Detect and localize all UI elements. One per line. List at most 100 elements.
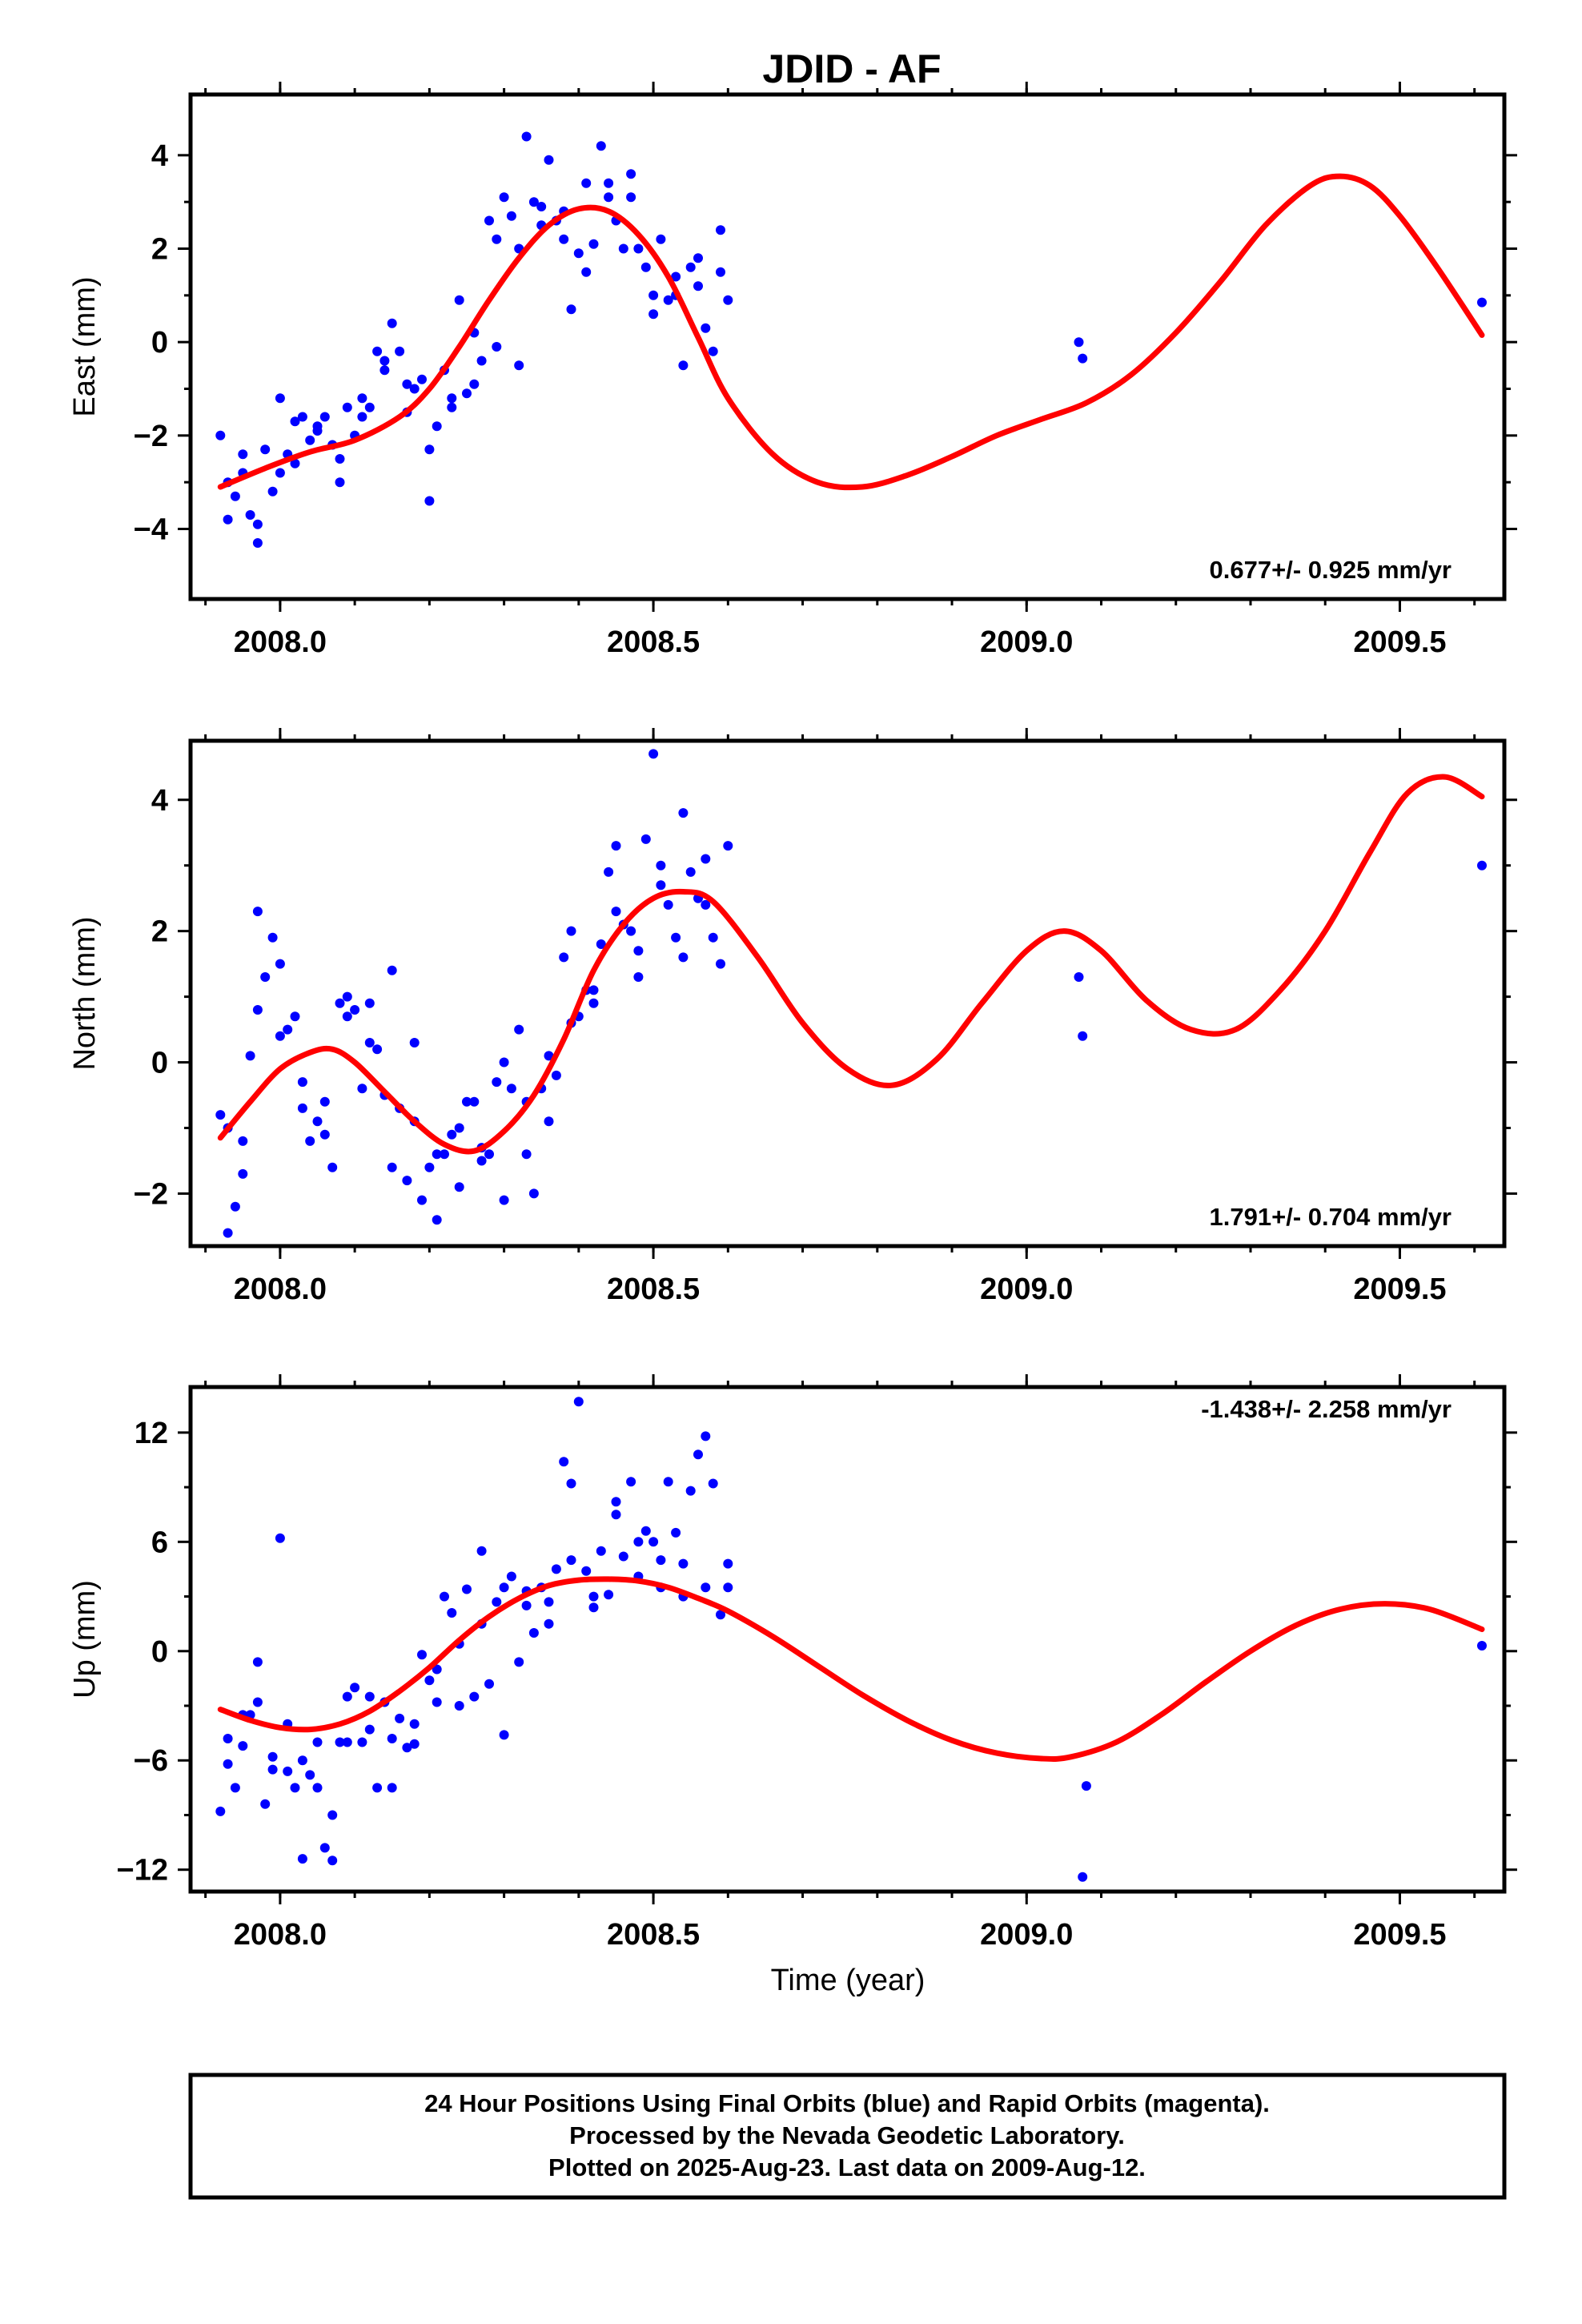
up-data-point [409, 1719, 420, 1729]
east-data-point [319, 412, 330, 422]
north-data-point [1477, 860, 1487, 870]
north-data-point [663, 899, 673, 910]
north-data-point [409, 1038, 420, 1047]
east-data-point [484, 215, 494, 226]
east-data-point [424, 444, 435, 455]
east-y-tick-label: 4 [151, 139, 168, 173]
up-data-point [693, 1449, 703, 1460]
east-data-point [275, 468, 285, 478]
up-data-point [618, 1551, 628, 1562]
up-data-point [596, 1546, 606, 1556]
up-data-point [440, 1591, 449, 1602]
north-data-point [1074, 972, 1084, 982]
north-data-point [283, 1024, 293, 1035]
north-data-point [514, 1024, 524, 1035]
east-data-point [604, 192, 614, 203]
up-data-point [716, 1610, 725, 1620]
north-x-tick-label: 2009.5 [1353, 1273, 1446, 1306]
east-data-point [379, 365, 390, 376]
up-rate-annotation: -1.438+/- 2.258 mm/yr [1201, 1395, 1452, 1423]
north-data-point [215, 1110, 226, 1120]
north-y-axis-label: North (mm) [68, 916, 102, 1070]
east-data-point [685, 262, 696, 272]
north-data-point [484, 1149, 494, 1160]
north-data-point [492, 1077, 502, 1088]
up-data-point [685, 1486, 696, 1496]
up-data-point [1078, 1872, 1088, 1882]
north-data-point [424, 1162, 435, 1172]
up-y-axis-label: Up (mm) [68, 1580, 102, 1699]
east-data-point [671, 271, 681, 282]
north-data-point [701, 854, 711, 864]
up-data-point [319, 1843, 330, 1853]
up-data-point [588, 1591, 599, 1602]
north-data-point [364, 1038, 375, 1047]
up-data-point [357, 1737, 367, 1747]
east-data-point [640, 262, 651, 272]
north-data-point [275, 959, 285, 969]
east-data-point [395, 346, 405, 356]
north-data-point [454, 1123, 464, 1133]
east-data-point [387, 318, 397, 328]
up-y-tick-label: 12 [135, 1417, 168, 1450]
north-data-point [521, 1149, 532, 1160]
up-plot-frame [188, 1385, 1507, 1894]
up-data-point [656, 1555, 666, 1566]
north-data-point [716, 959, 725, 969]
north-data-point [238, 1168, 248, 1179]
up-data-point [267, 1764, 278, 1775]
up-data-point [506, 1571, 516, 1582]
up-data-point [640, 1526, 651, 1536]
north-data-point [327, 1162, 338, 1172]
up-data-point [454, 1701, 464, 1711]
north-data-point [312, 1116, 323, 1127]
north-data-point [626, 926, 636, 936]
up-x-tick-label: 2009.0 [980, 1918, 1073, 1952]
east-data-point [596, 141, 606, 151]
north-data-point [245, 1051, 255, 1061]
up-data-point [424, 1675, 435, 1686]
north-data-point [440, 1149, 449, 1160]
east-data-point [663, 295, 673, 305]
east-rate-annotation: 0.677+/- 0.925 mm/yr [1210, 556, 1452, 584]
up-data-point [230, 1783, 240, 1793]
east-data-point [409, 384, 420, 394]
east-fit-curve [217, 173, 1485, 491]
east-data-point [238, 449, 248, 460]
north-data-point [432, 1149, 442, 1160]
east-data-point [432, 421, 442, 432]
east-data-point [215, 430, 226, 440]
up-data-point [252, 1657, 263, 1667]
east-data-point [604, 178, 614, 188]
east-data-point [1477, 297, 1487, 308]
east-data-point [544, 155, 554, 165]
east-data-point [536, 202, 547, 211]
north-data-point [566, 926, 576, 936]
up-data-point [447, 1608, 457, 1618]
up-data-point [327, 1856, 338, 1866]
north-data-point [604, 866, 614, 877]
north-data-point [297, 1077, 307, 1088]
north-data-point [640, 834, 651, 844]
north-data-point [447, 1129, 457, 1140]
north-data-point [656, 860, 666, 870]
up-data-point [342, 1737, 352, 1747]
east-y-axis-label: East (mm) [68, 276, 102, 416]
east-data-point [716, 225, 725, 235]
up-data-point [611, 1510, 621, 1520]
east-x-tick-label: 2009.5 [1353, 625, 1446, 659]
up-data-point [566, 1478, 576, 1489]
east-data-point [528, 197, 539, 207]
north-data-point [588, 985, 599, 995]
up-data-point [544, 1597, 554, 1607]
north-data-point [252, 1005, 263, 1015]
up-panel: 2008.0 2008.5 2009.0 2009.5 −12 −6 0 6 12 Up (mm)… [68, 1374, 1517, 1952]
north-data-point [596, 939, 606, 949]
up-fit-curve [217, 1576, 1485, 1762]
up-data-point [723, 1558, 733, 1569]
north-x-tick-label: 2008.5 [607, 1273, 700, 1306]
east-data-point [648, 309, 659, 320]
north-data-point [252, 907, 263, 917]
up-data-point [581, 1566, 592, 1576]
up-data-point [462, 1584, 472, 1594]
